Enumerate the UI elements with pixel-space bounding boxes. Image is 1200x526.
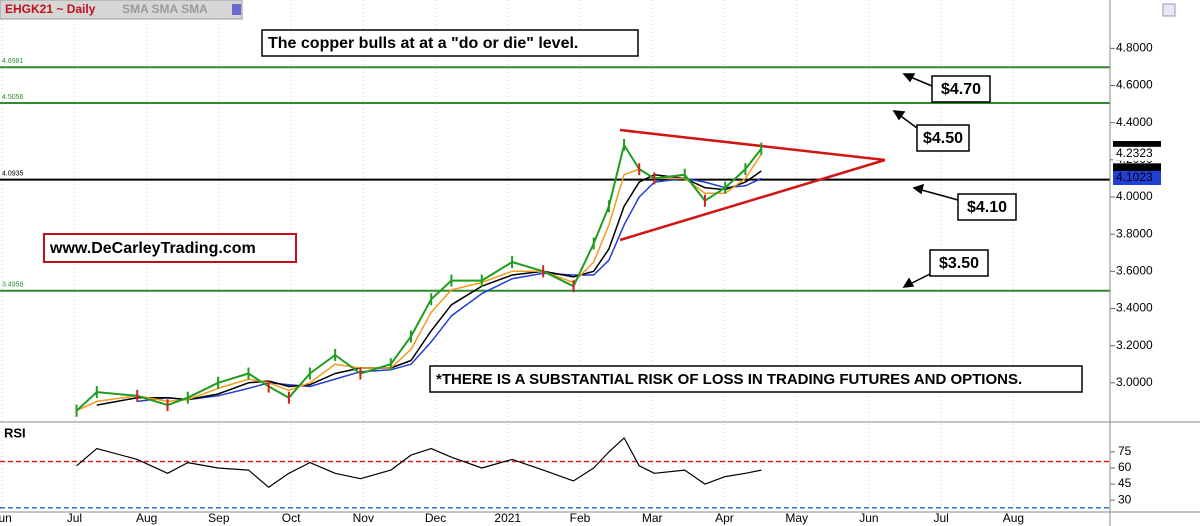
last-value-label: 4.2323 <box>1116 146 1153 160</box>
last-value-label: 4.1023 <box>1116 170 1153 184</box>
level-callout: $3.50 <box>939 255 979 272</box>
x-tick-label: Oct <box>282 511 301 525</box>
arrow <box>917 188 959 201</box>
website-box <box>43 233 297 263</box>
x-tick-label: Jul <box>67 511 82 525</box>
plot <box>75 138 763 488</box>
sma-line <box>137 177 762 403</box>
label-box <box>916 124 970 152</box>
arrow-head <box>892 110 906 121</box>
y-tick-label: 4.8000 <box>1116 40 1153 54</box>
x-tick-label: Aug <box>1003 511 1024 525</box>
x-tick-label: Jul <box>933 511 948 525</box>
last-value-box <box>1113 170 1161 185</box>
chart-title: EHGK21 ~ Daily <box>5 2 96 16</box>
level-label: 4.6981 <box>2 58 24 65</box>
price-line <box>75 144 763 412</box>
arrow-head <box>912 183 925 195</box>
level-label: 4.0935 <box>2 170 24 177</box>
x-tick-label: 2021 <box>494 511 521 525</box>
sma-line <box>96 170 762 406</box>
x-tick-label: Dec <box>425 511 446 525</box>
x-tick-label: Sep <box>208 511 230 525</box>
level-label: 3.4958 <box>2 282 24 289</box>
annotation-box <box>429 365 1083 393</box>
last-value-box <box>1113 146 1161 161</box>
subtitle: SMA SMA SMA <box>122 2 208 16</box>
dropdown[interactable] <box>232 4 241 15</box>
headline: The copper bulls at at a "do or die" lev… <box>268 35 578 52</box>
x-tick-label: Apr <box>715 511 734 525</box>
level-callout: $4.70 <box>941 81 981 98</box>
level-callout: $4.10 <box>967 199 1007 216</box>
window-button[interactable] <box>1162 3 1176 17</box>
y-tick-label: 4.4000 <box>1116 115 1153 129</box>
rsi-title: RSI <box>4 425 26 440</box>
y-tick-label: 4.6000 <box>1116 78 1153 92</box>
annotation-box <box>261 29 639 57</box>
x-tick-label: May <box>785 511 808 525</box>
arrow-head <box>902 277 915 288</box>
y-tick-label: 3.4000 <box>1116 301 1153 315</box>
label-box <box>929 249 989 277</box>
x-tick-label: Feb <box>570 511 591 525</box>
title-bar <box>0 0 243 20</box>
y-tick-label: 4.0000 <box>1116 189 1153 203</box>
y-tick-label: 75 <box>1118 444 1132 458</box>
y-tick-label: 60 <box>1118 460 1132 474</box>
y-tick-label: 3.8000 <box>1116 226 1153 240</box>
x-tick-label: Mar <box>642 511 663 525</box>
y-tick-label: 45 <box>1118 476 1132 490</box>
level-callout: $4.50 <box>923 130 963 147</box>
level-label: 4.5056 <box>2 94 24 101</box>
trendline <box>619 128 886 162</box>
x-tick-label: Jun <box>0 511 12 525</box>
x-tick-label: Nov <box>353 511 374 525</box>
label-box <box>931 75 991 103</box>
rsi-line <box>76 437 762 488</box>
y-tick-label: 3.6000 <box>1116 263 1153 277</box>
x-tick-label: Jun <box>859 511 878 525</box>
arrow-head <box>902 73 916 83</box>
y-tick-label: 3.0000 <box>1116 375 1153 389</box>
website: www.DeCarleyTrading.com <box>49 240 256 257</box>
x-tick-label: Aug <box>136 511 157 525</box>
y-tick-label: 30 <box>1118 492 1132 506</box>
trendline <box>619 158 886 242</box>
arrows <box>892 73 959 288</box>
disclaimer: *THERE IS A SUBSTANTIAL RISK OF LOSS IN … <box>436 371 1022 388</box>
y-tick-label: 3.2000 <box>1116 338 1153 352</box>
label-box <box>957 193 1017 221</box>
